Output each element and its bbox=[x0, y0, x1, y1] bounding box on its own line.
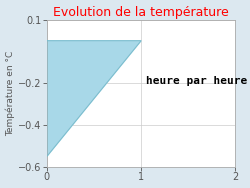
Text: heure par heure: heure par heure bbox=[146, 77, 247, 86]
Title: Evolution de la température: Evolution de la température bbox=[53, 6, 229, 19]
Y-axis label: Température en °C: Température en °C bbox=[6, 51, 15, 136]
Polygon shape bbox=[47, 41, 141, 156]
